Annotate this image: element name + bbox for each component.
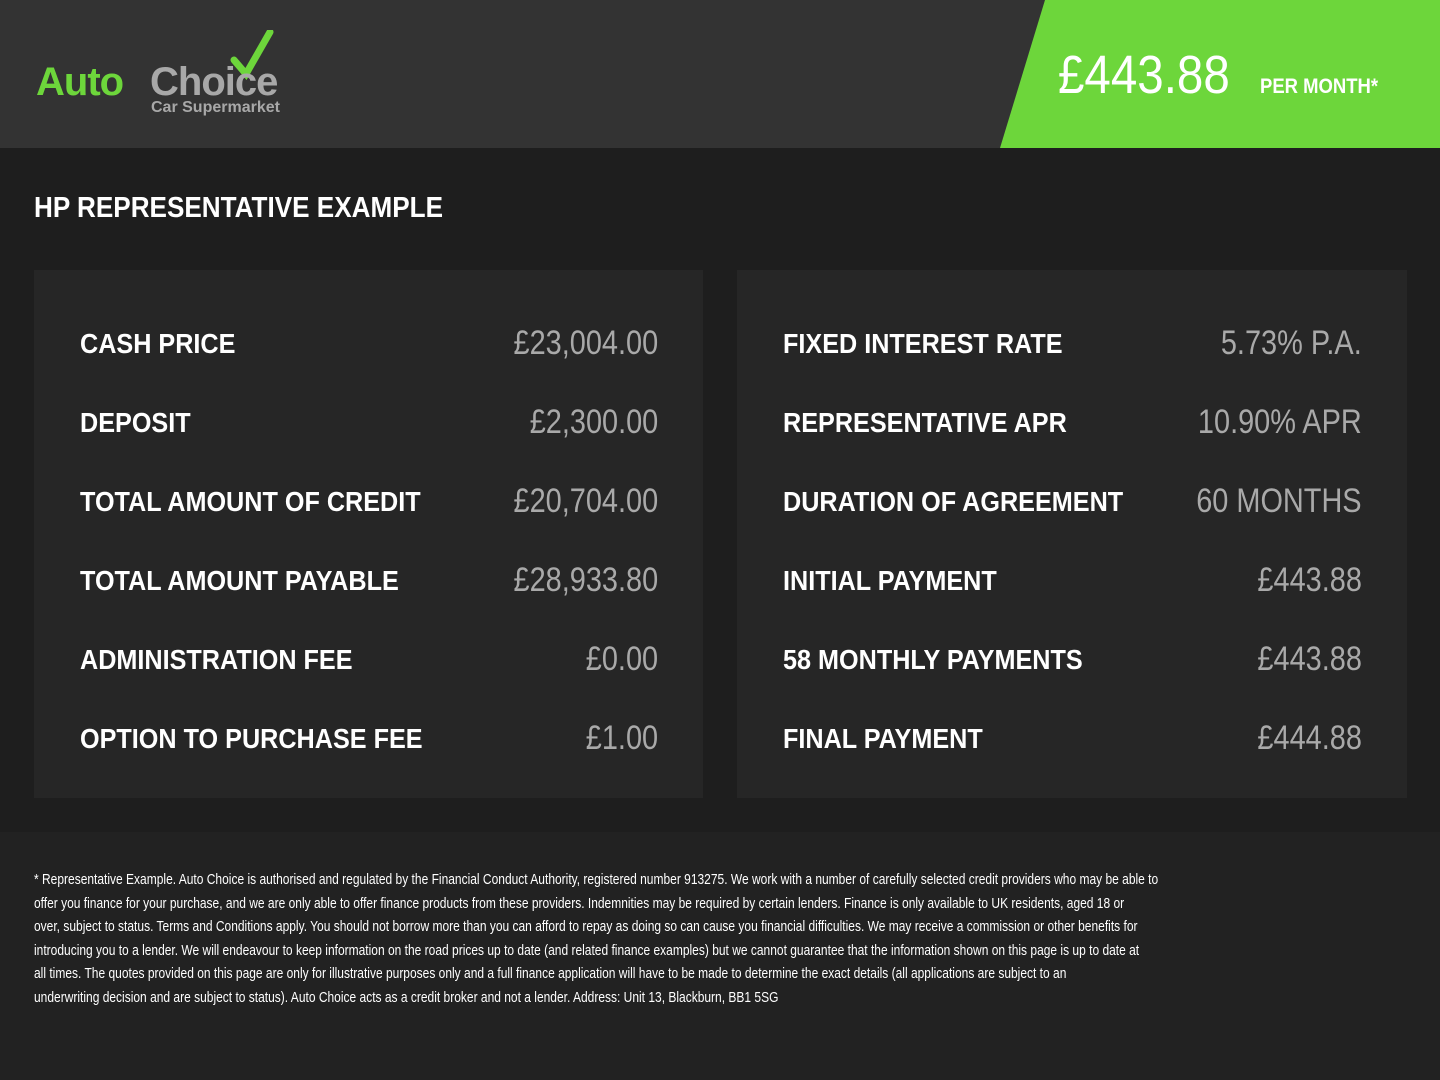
autochoice-logo: Auto Choice Car Supermarket (36, 30, 326, 125)
row-value: £1.00 (585, 719, 658, 757)
row-value: 5.73% P.A. (1221, 324, 1362, 362)
finance-row: 58 MONTHLY PAYMENTS £443.88 (783, 640, 1362, 684)
finance-row: REPRESENTATIVE APR 10.90% APR (783, 403, 1362, 447)
per-month-label: PER MONTH* (1260, 75, 1379, 98)
row-value: 10.90% APR (1198, 403, 1362, 441)
row-label: OPTION TO PURCHASE FEE (80, 723, 423, 754)
row-value: 60 MONTHS (1196, 482, 1362, 520)
row-label: INITIAL PAYMENT (783, 565, 997, 596)
logo-tagline: Car Supermarket (151, 99, 280, 116)
finance-row: OPTION TO PURCHASE FEE £1.00 (80, 719, 658, 763)
finance-row: INITIAL PAYMENT £443.88 (783, 561, 1362, 605)
finance-row: ADMINISTRATION FEE £0.00 (80, 640, 658, 684)
row-label: TOTAL AMOUNT PAYABLE (80, 565, 399, 596)
left-panel: CASH PRICE £23,004.00 DEPOSIT £2,300.00 TO… (34, 270, 703, 798)
disclaimer-line: underwriting decision and are subject to… (34, 988, 779, 1006)
disclaimer-line: offer you finance for your purchase, and… (34, 894, 1125, 912)
row-label: FINAL PAYMENT (783, 723, 983, 754)
row-label: FIXED INTEREST RATE (783, 328, 1063, 359)
disclaimer-line: * Representative Example. Auto Choice is… (34, 871, 1159, 888)
row-value: £443.88 (1257, 561, 1362, 599)
disclaimer-section: * Representative Example. Auto Choice is… (0, 832, 1440, 1080)
disclaimer-text: * Representative Example. Auto Choice is… (34, 868, 1439, 1010)
row-label: CASH PRICE (80, 328, 236, 359)
price-banner (1000, 0, 1440, 148)
page-title: HP REPRESENTATIVE EXAMPLE (34, 192, 443, 224)
row-label: ADMINISTRATION FEE (80, 644, 353, 675)
row-label: 58 MONTHLY PAYMENTS (783, 644, 1083, 675)
checkmark-icon (230, 30, 274, 80)
row-label: DURATION OF AGREEMENT (783, 486, 1124, 517)
logo-choice: Choice (150, 60, 278, 104)
right-panel: FIXED INTEREST RATE 5.73% P.A. REPRESENTA… (737, 270, 1407, 798)
finance-row: TOTAL AMOUNT OF CREDIT £20,704.00 (80, 482, 658, 526)
disclaimer-line: introducing you to a lender. We will end… (34, 941, 1140, 959)
finance-row: DEPOSIT £2,300.00 (80, 403, 658, 447)
disclaimer-line: all times. The quotes provided on this p… (34, 965, 1067, 983)
finance-row: DURATION OF AGREEMENT 60 MONTHS (783, 482, 1362, 526)
row-value: £443.88 (1257, 640, 1362, 678)
finance-row: CASH PRICE £23,004.00 (80, 324, 658, 368)
row-value: £28,933.80 (513, 561, 658, 599)
disclaimer-line: over, subject to status. Terms and Condi… (34, 918, 1138, 936)
row-label: TOTAL AMOUNT OF CREDIT (80, 486, 421, 517)
finance-row: FIXED INTEREST RATE 5.73% P.A. (783, 324, 1362, 368)
row-value: £0.00 (585, 640, 658, 678)
row-value: £444.88 (1257, 719, 1362, 757)
row-label: DEPOSIT (80, 407, 191, 438)
row-value: £20,704.00 (513, 482, 658, 520)
row-value: £23,004.00 (513, 324, 658, 362)
row-label: REPRESENTATIVE APR (783, 407, 1067, 438)
monthly-price: £443.88 (1058, 45, 1230, 105)
finance-row: FINAL PAYMENT £444.88 (783, 719, 1362, 763)
header: Auto Choice Car Supermarket £443.88 PER … (0, 0, 1440, 148)
logo-auto: Auto (36, 60, 124, 104)
row-value: £2,300.00 (529, 403, 658, 441)
finance-row: TOTAL AMOUNT PAYABLE £28,933.80 (80, 561, 658, 605)
